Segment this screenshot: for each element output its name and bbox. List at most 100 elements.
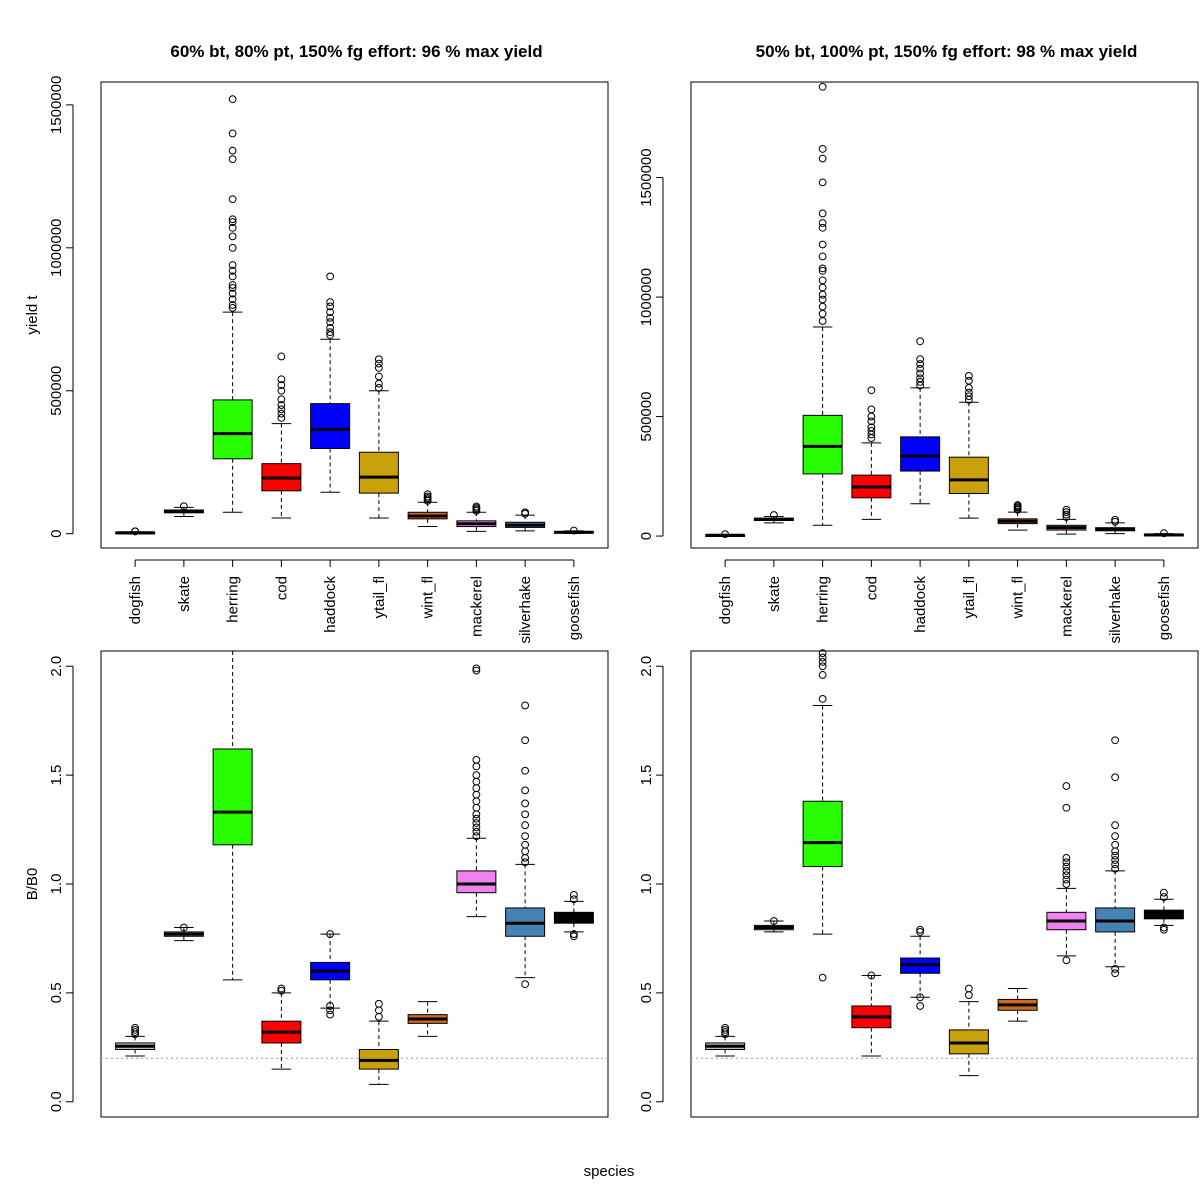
outlier-point [818, 695, 827, 703]
outlier-point [277, 405, 286, 414]
category-label: mackerel [1058, 576, 1075, 637]
outlier-point [521, 821, 530, 830]
outlier-point [1062, 510, 1071, 519]
outlier-point [521, 701, 530, 710]
category-label: haddock [322, 576, 339, 633]
outlier-point [228, 295, 237, 304]
outlier-point [374, 363, 383, 372]
box-dogfish [705, 1023, 746, 1057]
outlier-point [277, 395, 286, 404]
outlier-point [472, 502, 481, 511]
box-body [802, 414, 843, 475]
y-tick-label: 1.5 [48, 765, 65, 786]
outlier-point [472, 814, 481, 823]
outlier-point [277, 352, 286, 361]
outlier-point [1013, 501, 1022, 509]
outlier-point [326, 313, 335, 322]
outlier-point [472, 666, 481, 675]
outlier-point [1062, 867, 1071, 875]
box-wint_fl [407, 1001, 448, 1037]
outlier-point [521, 832, 530, 840]
outlier-point [326, 323, 335, 332]
outlier-point [1111, 832, 1120, 840]
box-cod [261, 984, 302, 1070]
outlier-point [228, 243, 237, 252]
outlier-point [131, 1025, 140, 1034]
outlier-point [374, 1012, 383, 1021]
outlier-point [179, 923, 188, 932]
outlier-point [521, 799, 530, 808]
box-ytail_fl [358, 355, 399, 519]
outlier-point [964, 392, 973, 401]
outlier-point [326, 308, 335, 317]
outlier-point [131, 1023, 140, 1032]
box-skate [163, 923, 204, 942]
box-haddock [310, 272, 351, 493]
outlier-point [818, 266, 827, 275]
outlier-point [916, 337, 925, 346]
category-label: silverhake [1107, 576, 1124, 644]
box-body [948, 456, 989, 495]
box-body [310, 403, 351, 450]
outlier-point [1062, 508, 1071, 517]
category-label: wint_fl [1010, 576, 1027, 620]
y-tick-label: 1.5 [638, 765, 655, 786]
outlier-point [374, 379, 383, 388]
outlier-point [1159, 923, 1168, 932]
box-haddock [900, 337, 941, 505]
y-tick-label: 1.0 [638, 874, 655, 895]
outlier-point [916, 369, 925, 378]
outlier-point [867, 386, 876, 395]
outlier-point [472, 797, 481, 806]
outlier-point [1111, 736, 1120, 745]
outlier-point [472, 832, 481, 840]
category-label: silverhake [517, 576, 534, 644]
outlier-point [769, 511, 778, 519]
y-axis-title: yield t [24, 295, 41, 335]
outlier-point [1111, 847, 1120, 856]
outlier-point [1062, 803, 1071, 812]
outlier-point [326, 272, 335, 281]
category-label: dogfish [127, 576, 144, 624]
outlier-point [1062, 853, 1071, 862]
y-tick-label: 2.0 [638, 656, 655, 677]
outlier-point [228, 301, 237, 309]
outlier-point [818, 178, 827, 187]
outlier-point [818, 653, 827, 662]
outlier-point [1111, 856, 1120, 864]
outlier-point [964, 991, 973, 999]
outlier-point [1159, 529, 1168, 538]
outlier-point [818, 973, 827, 982]
box-goosefish [553, 526, 594, 535]
outlier-point [1111, 860, 1120, 869]
outlier-point [1111, 851, 1120, 860]
outlier-point [521, 766, 530, 775]
outlier-point [1111, 515, 1120, 524]
outlier-point [818, 283, 827, 292]
outlier-point [521, 858, 530, 867]
box-goosefish [553, 890, 594, 941]
y-tick-label: 2.0 [48, 656, 65, 677]
box-herring [802, 82, 843, 526]
outlier-point [521, 840, 530, 849]
outlier-point [228, 215, 237, 224]
box-dogfish [115, 1023, 156, 1057]
outlier-point [964, 376, 973, 385]
outlier-point [228, 146, 237, 155]
outlier-point [1062, 782, 1071, 790]
outlier-point [1159, 888, 1168, 897]
box-herring [802, 649, 843, 982]
outlier-point [1062, 880, 1071, 888]
plot-frame [100, 81, 609, 549]
outlier-point [326, 1010, 335, 1019]
outlier-point [818, 82, 827, 91]
outlier-point [1062, 505, 1071, 514]
y-tick-label: 1000000 [638, 268, 655, 326]
outlier-point [277, 986, 286, 995]
outlier-point [374, 359, 383, 368]
outlier-point [131, 527, 140, 536]
outlier-point [228, 95, 237, 104]
outlier-point [569, 932, 578, 941]
outlier-point [277, 414, 286, 422]
outlier-point [818, 219, 827, 227]
